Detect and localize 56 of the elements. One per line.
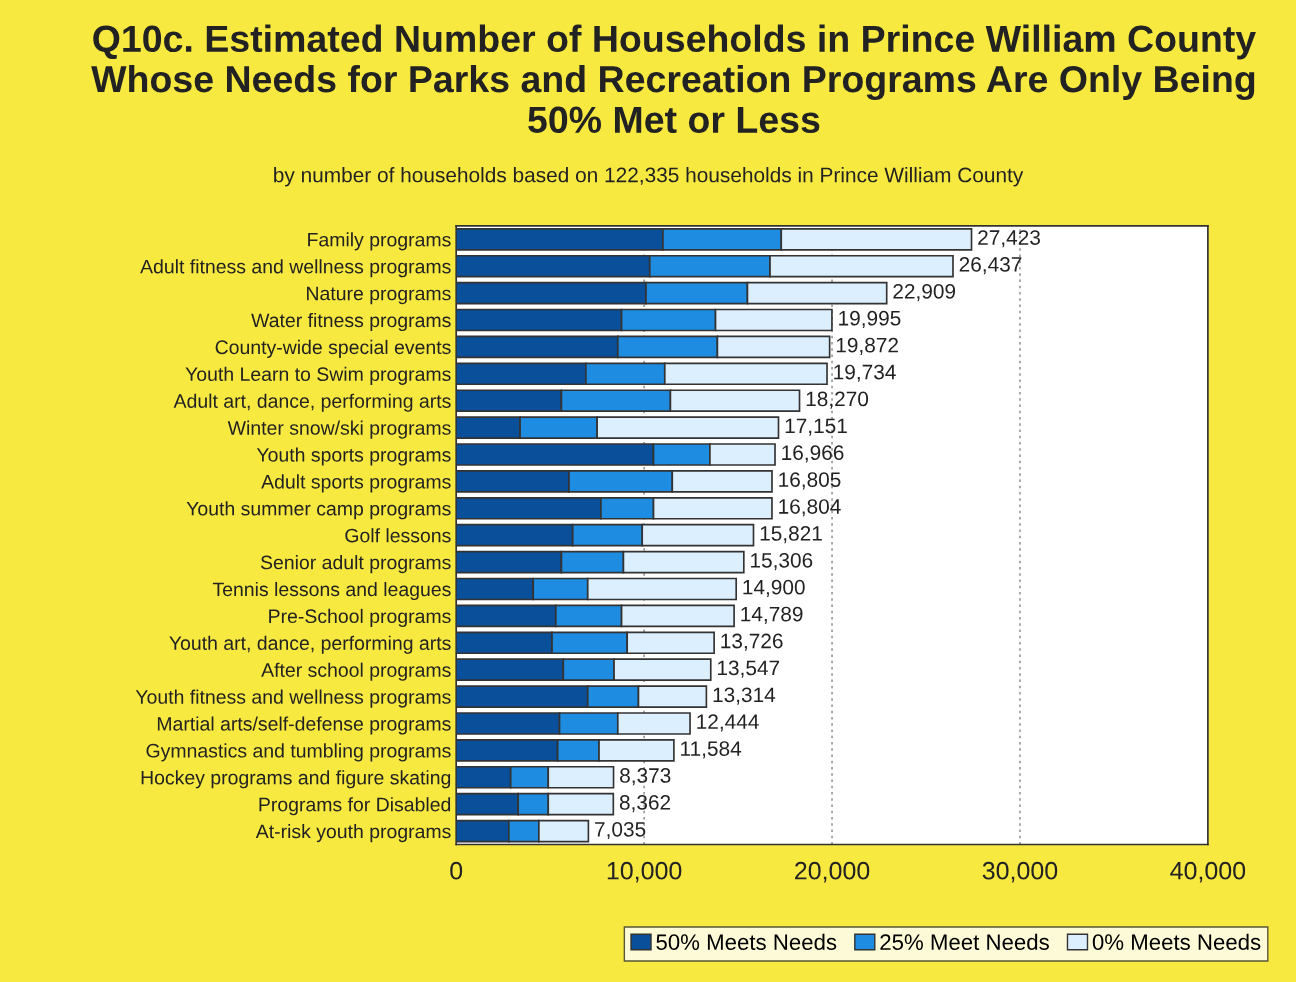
y-tick-label: Nature programs	[307, 286, 451, 305]
total-label: 16,805	[779, 472, 841, 490]
total-label: 13,726	[721, 633, 783, 651]
total-label: 19,872	[836, 337, 898, 355]
y-tick-label: Adult sports programs	[261, 474, 451, 493]
y-tick-label: Programs for Disabled	[259, 797, 451, 816]
total-label: 15,821	[760, 526, 822, 544]
chart-title: Q10c. Estimated Number of Households in Prince William County Whose Needs for Parks and Recreation Programs Are Only Being 50% Met or Less	[91, 24, 1256, 134]
y-tick-label: Water fitness programs	[251, 312, 451, 332]
total-label: 13,547	[717, 660, 780, 678]
y-tick-label: Family programs	[308, 232, 451, 251]
y-tick-label: Golf lessons	[345, 528, 451, 543]
total-label: 8,373	[620, 768, 671, 786]
y-tick-label: Adult art, dance, performing arts	[173, 393, 451, 412]
y-tick-label: Pre-School programs	[269, 608, 451, 627]
total-label: 14,789	[741, 606, 803, 624]
x-tick-label: 10,000	[607, 861, 682, 883]
y-tick-label: Gymnastics and tumbling programs	[146, 743, 451, 762]
total-label: 18,270	[806, 391, 869, 409]
y-tick-label: Hockey programs and figure skating	[141, 770, 451, 789]
y-tick-label: County-wide special events	[215, 339, 451, 358]
total-label: 26,437	[959, 257, 1022, 275]
y-tick-label: Martial arts/self-defense programs	[157, 716, 451, 735]
total-label: 7,035	[595, 821, 646, 840]
legend-label: 0% Meets Needs	[1092, 933, 1261, 951]
total-label: 13,314	[713, 687, 776, 705]
y-tick-label: Youth Learn to Swim programs	[185, 366, 451, 385]
legend-label: 50% Meets Needs	[656, 933, 837, 951]
legend-label: 25% Meet Needs	[880, 933, 1049, 951]
total-label: 11,584	[681, 741, 742, 759]
y-tick-label: Youth fitness and wellness programs	[135, 689, 451, 708]
y-tick-label: Youth summer camp programs	[186, 501, 451, 520]
x-tick-label: 40,000	[1170, 861, 1246, 883]
y-tick-label: Adult fitness and wellness programs	[140, 259, 451, 278]
total-label: 8,362	[619, 795, 671, 813]
total-label: 15,306	[751, 552, 813, 571]
y-tick-label: Youth art, dance, performing arts	[169, 635, 451, 654]
total-label: 16,966	[782, 445, 844, 463]
chart-subtitle: by number of households based on 122,335 households in Prince William County	[274, 167, 1024, 187]
total-label: 27,423	[978, 230, 1040, 248]
y-tick-label: Senior adult programs	[260, 555, 451, 574]
y-tick-label: After school programs	[261, 662, 451, 681]
total-label: 12,444	[697, 714, 759, 732]
total-label: 19,734	[834, 364, 896, 382]
x-tick-label: 30,000	[982, 861, 1058, 883]
total-label: 22,909	[893, 283, 956, 302]
total-label: 16,804	[779, 499, 841, 517]
y-tick-label: Winter snow/ski programs	[227, 420, 451, 439]
total-label: 17,151	[785, 418, 847, 436]
total-label: 19,995	[839, 310, 901, 329]
y-tick-label: Youth sports programs	[256, 447, 451, 466]
y-tick-label: At-risk youth programs	[255, 824, 451, 843]
x-tick-label: 0	[450, 861, 463, 880]
y-tick-label: Tennis lessons and leagues	[212, 581, 451, 601]
total-label: 14,900	[743, 579, 805, 598]
x-tick-label: 20,000	[795, 861, 870, 883]
